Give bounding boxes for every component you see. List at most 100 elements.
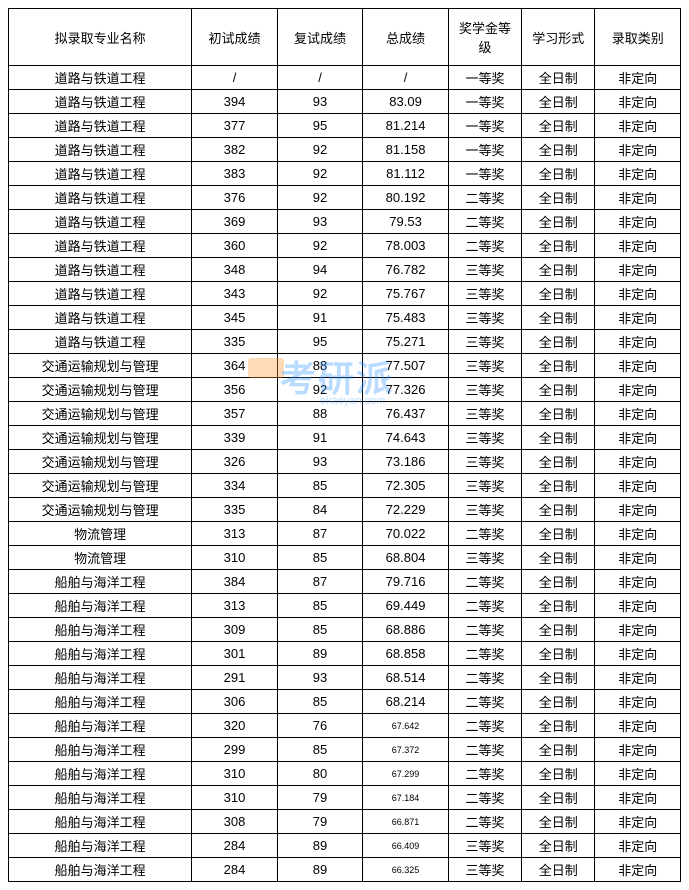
cell-study: 全日制 — [522, 858, 595, 882]
cell-retest: 92 — [277, 282, 363, 306]
cell-first: 364 — [192, 354, 278, 378]
cell-scholar: 三等奖 — [448, 498, 521, 522]
cell-total: 69.449 — [363, 594, 449, 618]
table-row: 道路与铁道工程///一等奖全日制非定向 — [9, 66, 681, 90]
cell-scholar: 三等奖 — [448, 282, 521, 306]
cell-first: / — [192, 66, 278, 90]
cell-total: 76.437 — [363, 402, 449, 426]
table-row: 船舶与海洋工程3107967.184二等奖全日制非定向 — [9, 786, 681, 810]
cell-major: 物流管理 — [9, 522, 192, 546]
cell-scholar: 三等奖 — [448, 474, 521, 498]
cell-scholar: 一等奖 — [448, 138, 521, 162]
cell-admit: 非定向 — [595, 618, 681, 642]
cell-first: 301 — [192, 642, 278, 666]
cell-study: 全日制 — [522, 642, 595, 666]
cell-admit: 非定向 — [595, 330, 681, 354]
cell-total: 68.886 — [363, 618, 449, 642]
header-total: 总成绩 — [363, 9, 449, 66]
cell-scholar: 二等奖 — [448, 570, 521, 594]
cell-study: 全日制 — [522, 714, 595, 738]
cell-total: 81.112 — [363, 162, 449, 186]
admissions-table: 拟录取专业名称 初试成绩 复试成绩 总成绩 奖学金等级 学习形式 录取类别 道路… — [8, 8, 681, 882]
table-row: 道路与铁道工程3439275.767三等奖全日制非定向 — [9, 282, 681, 306]
cell-major: 交通运输规划与管理 — [9, 474, 192, 498]
cell-study: 全日制 — [522, 666, 595, 690]
cell-admit: 非定向 — [595, 234, 681, 258]
cell-retest: 76 — [277, 714, 363, 738]
cell-admit: 非定向 — [595, 810, 681, 834]
cell-major: 道路与铁道工程 — [9, 66, 192, 90]
cell-major: 物流管理 — [9, 546, 192, 570]
cell-first: 291 — [192, 666, 278, 690]
cell-major: 交通运输规划与管理 — [9, 450, 192, 474]
cell-total: 68.858 — [363, 642, 449, 666]
cell-scholar: 二等奖 — [448, 186, 521, 210]
cell-first: 309 — [192, 618, 278, 642]
cell-total: 76.782 — [363, 258, 449, 282]
cell-major: 道路与铁道工程 — [9, 210, 192, 234]
cell-major: 道路与铁道工程 — [9, 162, 192, 186]
cell-scholar: 三等奖 — [448, 834, 521, 858]
cell-total: 75.767 — [363, 282, 449, 306]
cell-scholar: 三等奖 — [448, 546, 521, 570]
cell-first: 320 — [192, 714, 278, 738]
table-row: 船舶与海洋工程3207667.642二等奖全日制非定向 — [9, 714, 681, 738]
cell-scholar: 二等奖 — [448, 666, 521, 690]
cell-study: 全日制 — [522, 594, 595, 618]
cell-study: 全日制 — [522, 522, 595, 546]
cell-study: 全日制 — [522, 474, 595, 498]
cell-study: 全日制 — [522, 810, 595, 834]
cell-admit: 非定向 — [595, 138, 681, 162]
cell-study: 全日制 — [522, 258, 595, 282]
cell-total: 66.325 — [363, 858, 449, 882]
cell-major: 船舶与海洋工程 — [9, 786, 192, 810]
cell-total: 72.229 — [363, 498, 449, 522]
cell-admit: 非定向 — [595, 402, 681, 426]
cell-study: 全日制 — [522, 402, 595, 426]
cell-study: 全日制 — [522, 498, 595, 522]
cell-total: 80.192 — [363, 186, 449, 210]
cell-first: 335 — [192, 498, 278, 522]
cell-retest: 85 — [277, 594, 363, 618]
cell-major: 交通运输规划与管理 — [9, 498, 192, 522]
table-row: 道路与铁道工程3359575.271三等奖全日制非定向 — [9, 330, 681, 354]
cell-admit: 非定向 — [595, 738, 681, 762]
cell-retest: / — [277, 66, 363, 90]
cell-total: 70.022 — [363, 522, 449, 546]
cell-first: 369 — [192, 210, 278, 234]
cell-total: 66.409 — [363, 834, 449, 858]
cell-total: 78.003 — [363, 234, 449, 258]
table-row: 交通运输规划与管理3358472.229三等奖全日制非定向 — [9, 498, 681, 522]
cell-admit: 非定向 — [595, 114, 681, 138]
cell-study: 全日制 — [522, 162, 595, 186]
table-row: 道路与铁道工程3609278.003二等奖全日制非定向 — [9, 234, 681, 258]
cell-scholar: 二等奖 — [448, 234, 521, 258]
table-row: 船舶与海洋工程3848779.716二等奖全日制非定向 — [9, 570, 681, 594]
cell-study: 全日制 — [522, 570, 595, 594]
table-row: 船舶与海洋工程3018968.858二等奖全日制非定向 — [9, 642, 681, 666]
cell-admit: 非定向 — [595, 642, 681, 666]
table-body: 道路与铁道工程///一等奖全日制非定向道路与铁道工程3949383.09一等奖全… — [9, 66, 681, 882]
cell-total: / — [363, 66, 449, 90]
cell-first: 382 — [192, 138, 278, 162]
cell-first: 334 — [192, 474, 278, 498]
cell-scholar: 二等奖 — [448, 618, 521, 642]
cell-major: 道路与铁道工程 — [9, 330, 192, 354]
cell-scholar: 三等奖 — [448, 354, 521, 378]
table-row: 道路与铁道工程3489476.782三等奖全日制非定向 — [9, 258, 681, 282]
cell-scholar: 一等奖 — [448, 66, 521, 90]
cell-first: 313 — [192, 594, 278, 618]
cell-total: 77.326 — [363, 378, 449, 402]
cell-scholar: 三等奖 — [448, 258, 521, 282]
cell-admit: 非定向 — [595, 858, 681, 882]
cell-first: 376 — [192, 186, 278, 210]
cell-total: 68.214 — [363, 690, 449, 714]
cell-admit: 非定向 — [595, 546, 681, 570]
cell-first: 348 — [192, 258, 278, 282]
table-row: 道路与铁道工程3779581.214一等奖全日制非定向 — [9, 114, 681, 138]
cell-scholar: 一等奖 — [448, 90, 521, 114]
table-row: 物流管理3138770.022二等奖全日制非定向 — [9, 522, 681, 546]
cell-major: 道路与铁道工程 — [9, 114, 192, 138]
cell-first: 377 — [192, 114, 278, 138]
cell-retest: 95 — [277, 114, 363, 138]
